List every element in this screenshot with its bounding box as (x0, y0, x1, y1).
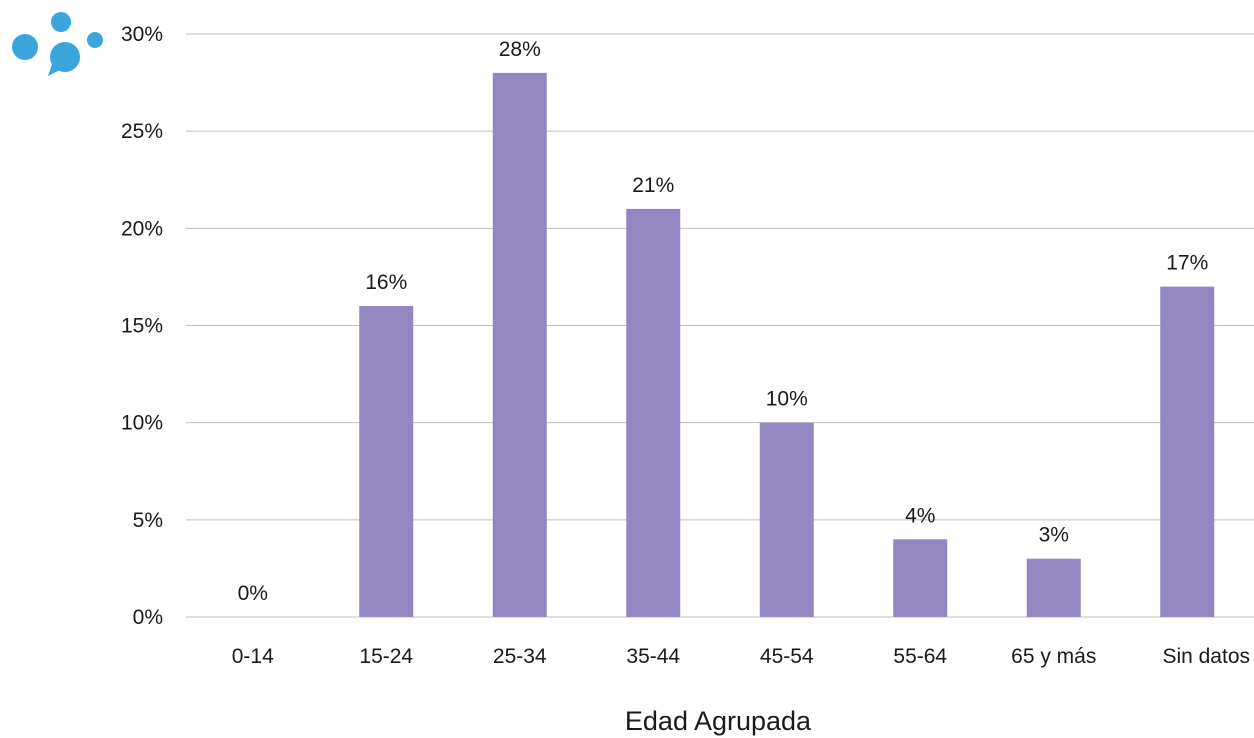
y-tick-label: 20% (121, 217, 163, 240)
data-label: 3% (1039, 524, 1069, 547)
data-label: 10% (766, 388, 808, 411)
x-axis-ticks: 0-14 15-24 25-34 35-44 45-54 55-64 65 y más Sin… (232, 645, 1250, 668)
x-tick-label: 15-24 (359, 645, 413, 668)
y-axis-ticks: 0% 5% 10% 15% 20% 25% 30% (121, 23, 163, 629)
x-tick-label: 25-34 (493, 645, 547, 668)
bar (1026, 558, 1081, 617)
y-tick-label: 0% (133, 606, 163, 629)
x-tick-label: 0-14 (232, 645, 274, 668)
x-axis-title: Edad Agrupada (625, 706, 812, 736)
logo (12, 12, 103, 76)
y-tick-label: 10% (121, 412, 163, 435)
x-tick-label: 45-54 (760, 645, 814, 668)
data-label: 4% (905, 504, 935, 527)
x-tick-label: 65 y más (1011, 645, 1096, 668)
data-label: 0% (238, 582, 268, 605)
bar (359, 306, 414, 617)
logo-dot (51, 12, 71, 32)
bar (759, 422, 814, 617)
data-label: 21% (632, 174, 674, 197)
data-label: 17% (1166, 252, 1208, 275)
bar (492, 72, 547, 617)
x-tick-label: Sin datos (1162, 645, 1250, 668)
bar (626, 208, 681, 617)
y-tick-label: 15% (121, 315, 163, 338)
x-tick-label: 35-44 (626, 645, 680, 668)
bars (359, 72, 1215, 617)
data-labels: 0% 16% 28% 21% 10% 4% 3% 17% (238, 38, 1209, 605)
y-tick-label: 25% (121, 120, 163, 143)
bar (1160, 286, 1215, 617)
logo-dot (50, 42, 80, 72)
data-label: 28% (499, 38, 541, 61)
bar (893, 539, 948, 617)
x-tick-label: 55-64 (893, 645, 947, 668)
logo-dot (87, 32, 103, 48)
y-tick-label: 30% (121, 23, 163, 46)
logo-dot (12, 34, 38, 60)
logo-tail (48, 64, 60, 76)
gridlines (186, 33, 1254, 618)
y-tick-label: 5% (133, 509, 163, 532)
data-label: 16% (365, 271, 407, 294)
